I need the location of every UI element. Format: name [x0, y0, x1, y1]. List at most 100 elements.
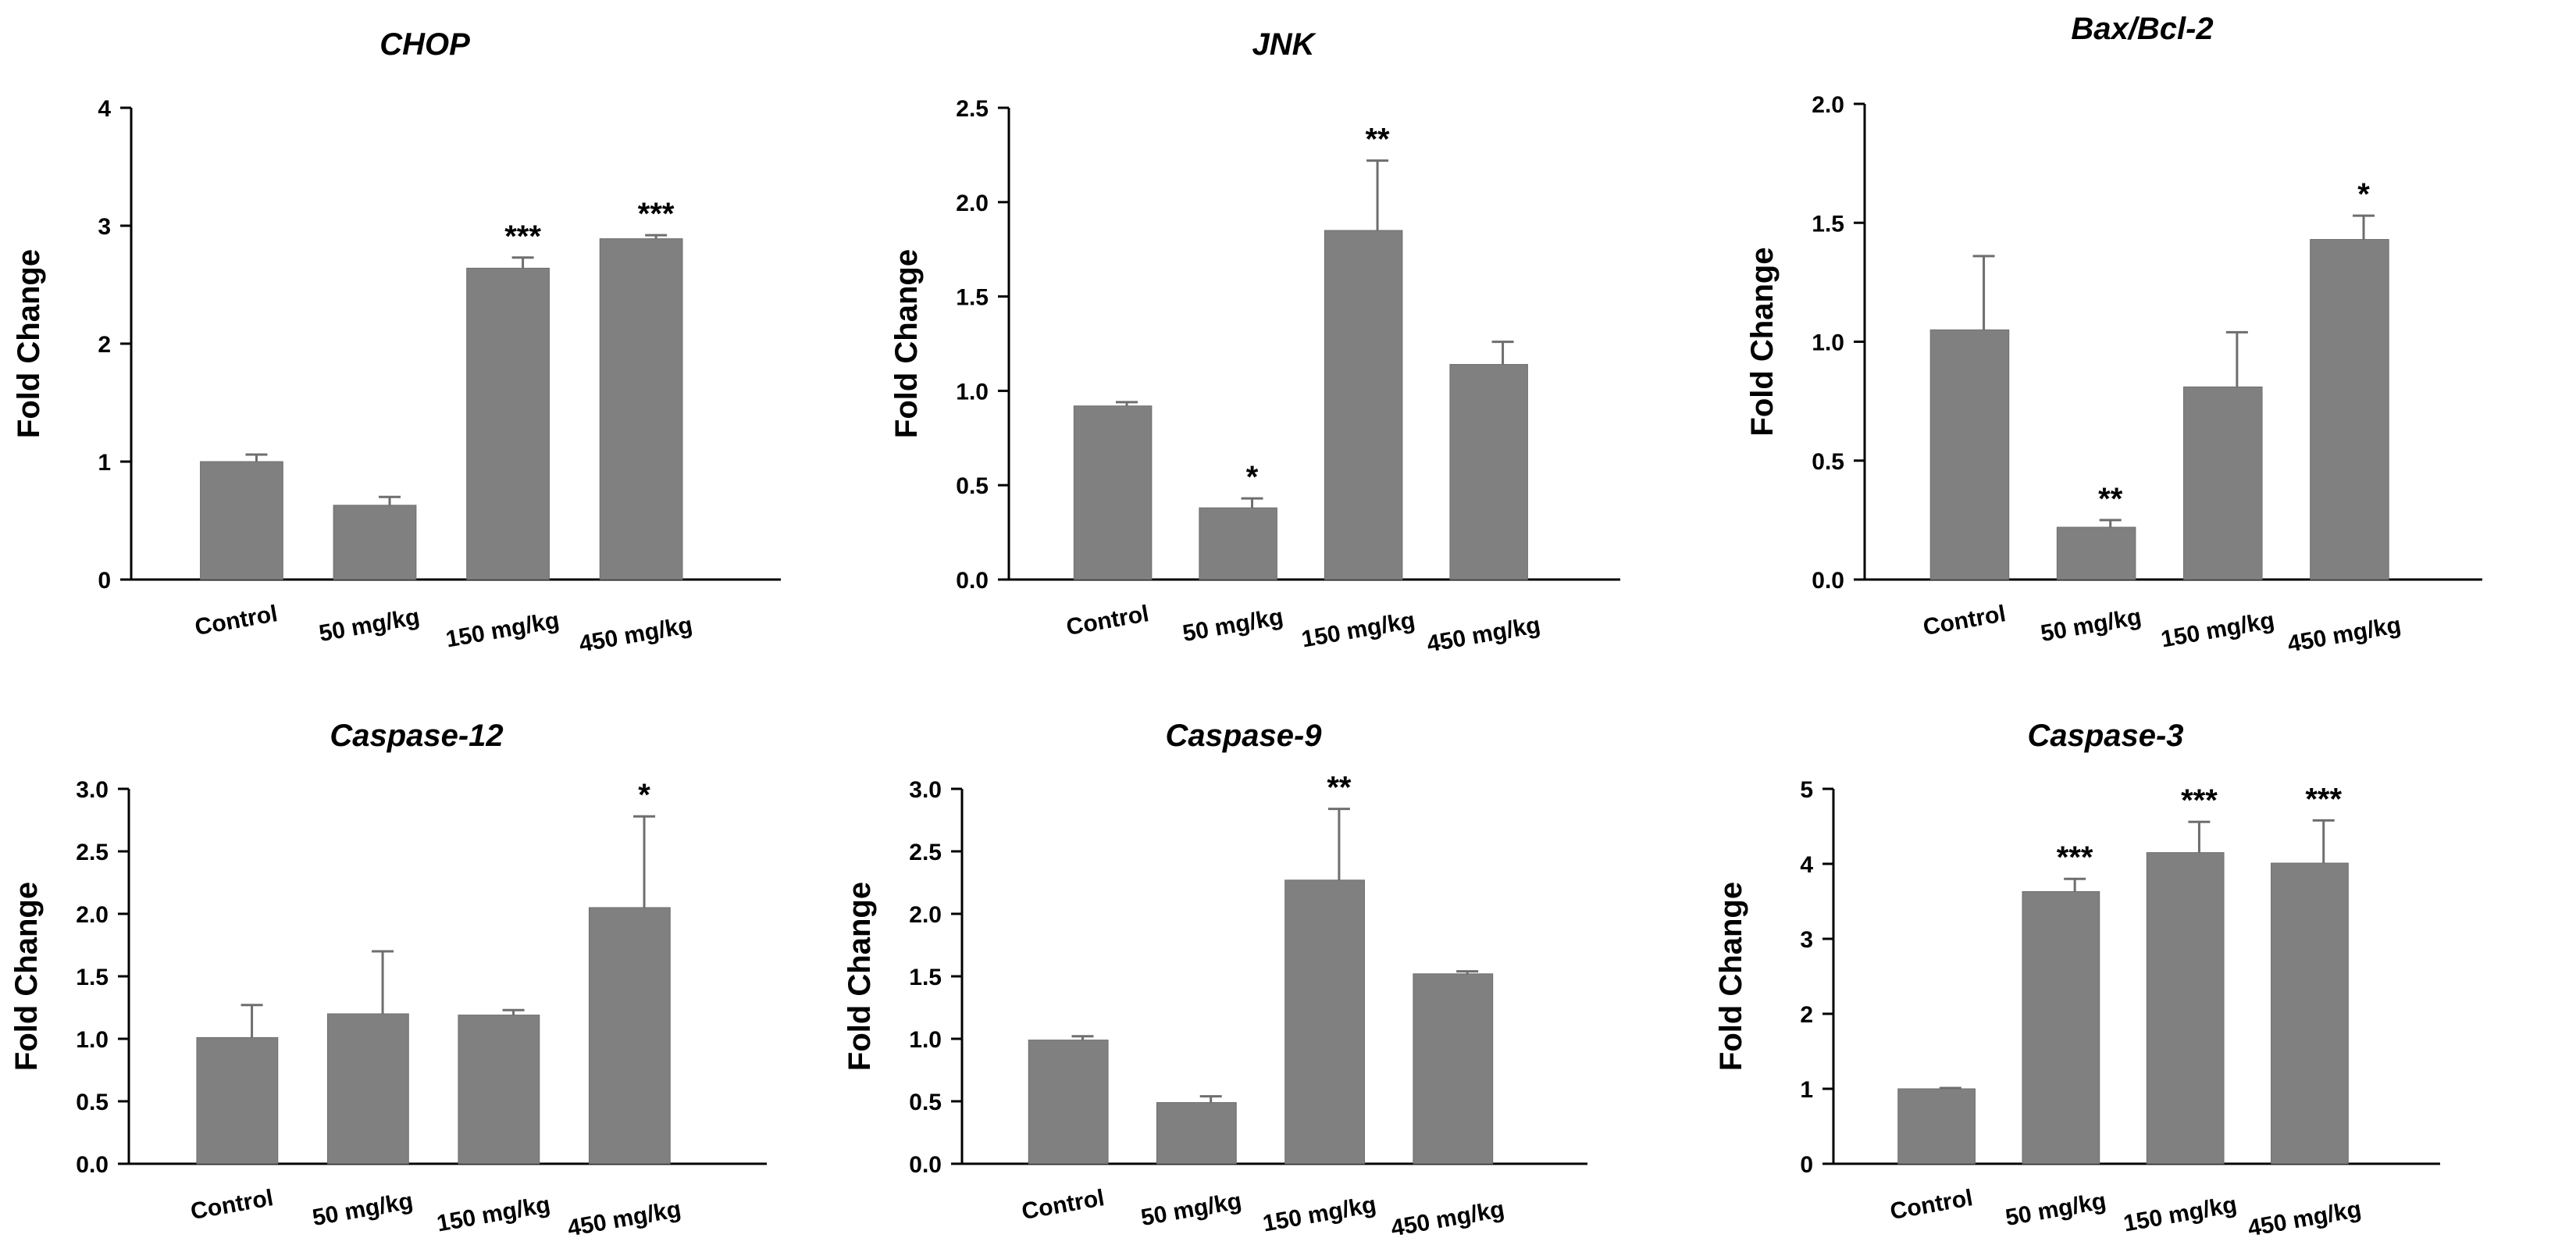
y-tick-label: 1.0: [76, 1027, 109, 1053]
significance-label: ***: [2057, 840, 2093, 875]
y-tick-label: 1.0: [909, 1027, 942, 1053]
x-category-label: 150 mg/kg: [444, 608, 561, 653]
y-axis-label: Fold Change: [1745, 247, 1780, 436]
x-category-label: 50 mg/kg: [317, 604, 422, 647]
chart-panel-3: Bax/Bcl-2 0.0 0.5 1.0 1.5 2.0 Fold Change Contr…: [1745, 12, 2482, 658]
significance-label: ***: [638, 197, 675, 231]
significance-label: ***: [504, 219, 541, 254]
bar-1: [200, 461, 283, 580]
significance-label: *: [1246, 460, 1259, 494]
y-tick-label: 3.0: [909, 777, 942, 803]
bar-4: [2271, 862, 2349, 1165]
x-category-label: 450 mg/kg: [1389, 1197, 1506, 1242]
y-tick-label: 1.0: [956, 379, 989, 405]
y-tick-label: 2.0: [909, 902, 942, 928]
x-category-label: 450 mg/kg: [1425, 612, 1542, 658]
y-tick-label: 0.0: [956, 568, 989, 594]
y-tick-label: 2.5: [76, 840, 109, 865]
significance-label: **: [2098, 482, 2123, 516]
y-tick-label: 0.0: [76, 1152, 109, 1178]
x-category-label: 150 mg/kg: [1261, 1192, 1378, 1237]
chart-title: Caspase-3: [2027, 719, 2183, 753]
x-category-label: 450 mg/kg: [2246, 1197, 2363, 1242]
x-category-label: 150 mg/kg: [2122, 1192, 2239, 1237]
x-category-label: 450 mg/kg: [2286, 612, 2403, 658]
y-tick-label: 1: [98, 450, 111, 476]
y-tick-label: 0.5: [909, 1090, 942, 1115]
y-axis-label: Fold Change: [843, 882, 877, 1071]
x-category-label: Control: [1888, 1185, 1975, 1225]
chart-title: CHOP: [379, 27, 470, 62]
y-tick-label: 0.0: [1812, 568, 1844, 594]
y-tick-label: 3.0: [76, 777, 109, 803]
bar-2: [1199, 507, 1277, 580]
y-tick-label: 5: [1800, 777, 1813, 803]
chart-title: Bax/Bcl-2: [2071, 12, 2213, 46]
bar-3: [1284, 879, 1365, 1165]
bar-1: [1897, 1088, 1976, 1165]
y-tick-label: 0.0: [909, 1152, 942, 1178]
y-tick-label: 0: [1800, 1152, 1813, 1178]
x-category-label: Control: [189, 1185, 276, 1225]
y-tick-label: 2.5: [909, 840, 942, 865]
bar-2: [326, 1013, 409, 1165]
bar-4: [2310, 239, 2389, 580]
bar-4: [599, 238, 683, 580]
y-tick-label: 1.5: [956, 285, 989, 311]
y-tick-label: 4: [98, 96, 111, 122]
bar-2: [2056, 526, 2136, 580]
y-tick-label: 2.5: [956, 96, 989, 122]
y-tick-label: 1.5: [909, 965, 942, 990]
y-tick-label: 0.5: [76, 1090, 109, 1115]
x-category-label: Control: [193, 601, 280, 640]
significance-label: ***: [2181, 783, 2218, 818]
y-tick-label: 3: [98, 214, 111, 240]
bar-1: [1929, 329, 2010, 580]
x-category-label: 150 mg/kg: [435, 1192, 552, 1237]
bar-2: [2022, 891, 2100, 1165]
y-tick-label: 2.0: [956, 191, 989, 216]
y-axis-label: Fold Change: [9, 882, 44, 1071]
bar-3: [1324, 230, 1403, 580]
chart-panel-6: Caspase-3 0 1 2 3 4 5 Fold Change Control *** 50 m…: [1714, 719, 2440, 1242]
x-category-label: 50 mg/kg: [1181, 604, 1285, 647]
x-category-label: 450 mg/kg: [577, 612, 694, 658]
y-axis-label: Fold Change: [1714, 882, 1748, 1071]
significance-label: **: [1365, 123, 1390, 157]
bar-2: [1156, 1102, 1237, 1165]
bar-3: [2146, 852, 2225, 1165]
chart-title: JNK: [1252, 27, 1317, 62]
significance-label: ***: [2305, 782, 2342, 816]
bar-4: [588, 907, 671, 1165]
chart-panel-1: CHOP 0 1 2 3 4 Fold Change Control 50 mg/kg *** 15…: [12, 27, 781, 658]
y-tick-label: 2: [98, 332, 111, 358]
bar-3: [458, 1015, 540, 1165]
significance-label: *: [2357, 177, 2370, 212]
x-category-label: Control: [1064, 601, 1151, 640]
x-category-label: Control: [1020, 1185, 1106, 1225]
y-tick-label: 0.5: [956, 473, 989, 499]
bar-3: [466, 267, 550, 580]
bar-1: [1028, 1040, 1109, 1165]
y-tick-label: 4: [1800, 852, 1813, 878]
x-category-label: 150 mg/kg: [1299, 608, 1416, 653]
y-axis-label: Fold Change: [889, 249, 924, 438]
y-tick-label: 1.5: [76, 965, 109, 990]
x-category-label: 50 mg/kg: [311, 1188, 415, 1231]
chart-panel-5: Caspase-9 0.0 0.5 1.0 1.5 2.0 2.5 3.0 Fold Chang…: [843, 719, 1587, 1242]
bar-2: [333, 505, 417, 580]
chart-title: Caspase-12: [330, 719, 503, 753]
bar-4: [1413, 973, 1494, 1165]
y-tick-label: 1.0: [1812, 330, 1844, 356]
y-tick-label: 3: [1800, 927, 1813, 953]
y-tick-label: 0.5: [1812, 449, 1844, 475]
chart-title: Caspase-9: [1165, 719, 1322, 753]
bar-4: [1449, 364, 1528, 580]
x-category-label: 50 mg/kg: [2004, 1188, 2108, 1231]
significance-label: **: [1327, 771, 1352, 805]
significance-label: *: [638, 778, 650, 812]
chart-panel-4: Caspase-12 0.0 0.5 1.0 1.5 2.0 2.5 3.0 Fold Chan…: [9, 719, 767, 1242]
y-tick-label: 2: [1800, 1002, 1813, 1028]
chart-panel-2: JNK 0.0 0.5 1.0 1.5 2.0 2.5 Fold Change Control *…: [889, 27, 1620, 658]
